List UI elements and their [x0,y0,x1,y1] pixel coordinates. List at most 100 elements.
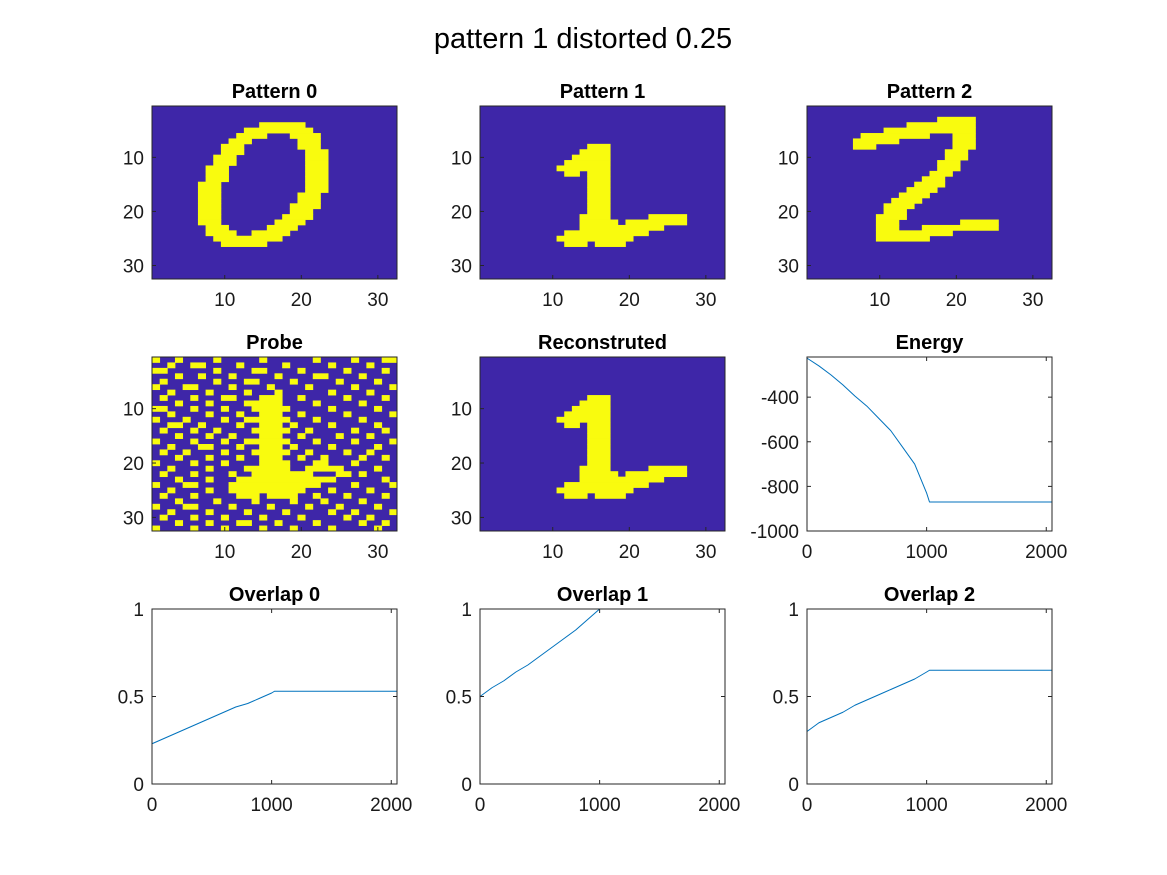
heatmap-cell-run [197,444,214,450]
heatmap-cell-run [205,411,214,418]
heatmap-cell-run [366,433,375,439]
series-line [806,669,1052,732]
heatmap-cell-run [174,400,184,407]
heatmap-cell-run [213,498,222,505]
y-tick-label: 30 [451,508,472,529]
subplot-title: Pattern 2 [887,81,973,103]
heatmap-cell-run [205,224,229,231]
x-tick-label: 10 [542,542,563,563]
heatmap-cell-run [159,471,168,478]
heatmap-cell-run [297,395,306,401]
axes-frame [806,356,1053,532]
heatmap-cell-run [929,170,953,177]
heatmap-cell-run [243,127,314,134]
heatmap-cell-run [228,433,237,439]
y-tick-label: 20 [778,202,799,223]
heatmap-cell-run [944,154,969,161]
heatmap-cell-run [289,422,298,429]
heatmap-cell-run [220,514,229,521]
heatmap-cell-run [564,482,649,488]
heatmap-cell-run [312,520,321,526]
heatmap-cell-run [366,389,375,396]
series-line [151,690,397,745]
heatmap-cell-run [220,143,245,150]
heatmap-cell-run [564,230,649,237]
heatmap-cell-run [243,416,291,423]
x-tick-label: 0 [475,795,486,816]
heatmap-cell-run [259,433,283,439]
heatmap-cell-run [297,514,306,521]
heatmap-cell-run [220,395,237,401]
heatmap-cell-run [197,214,222,220]
heatmap-cell-run [883,127,976,134]
y-tick-label: 10 [451,148,472,169]
heatmap-cell-run [351,384,360,391]
x-tick-label: 20 [619,290,640,311]
y-tick-label: 20 [123,454,144,475]
x-tick-label: 30 [695,542,716,563]
subplot-title: Overlap 2 [884,584,975,606]
heatmap-cell-run [891,197,923,204]
heatmap-cell-run [190,460,199,467]
heatmap-cell-run [167,422,184,429]
heatmap-cell-run [381,357,398,363]
heatmap-cell-run [251,405,291,412]
heatmap-cell-run [381,520,390,526]
heatmap-cell-run [152,357,161,363]
heatmap-cell-run [174,498,184,505]
heatmap-cell-run [174,373,184,380]
heatmap-cell-run [190,525,199,532]
y-tick-label: 0.5 [446,688,472,709]
heatmap-cell-run [259,525,268,532]
heatmap-cell-run [228,138,252,145]
heatmap-cell-run [236,411,245,418]
heatmap-cell-run [343,367,352,374]
heatmap-cell-run [197,422,206,429]
heatmap-cell-run [297,454,306,461]
heatmap-cell-run [220,460,229,467]
heatmap-cell-run [205,454,214,461]
heatmap-cell-run [251,367,268,374]
heatmap-cell-run [312,400,321,407]
heatmap-cell-run [297,367,306,374]
heatmap-cell-run [243,438,291,445]
heatmap-cell-run [305,503,314,510]
heatmap-cell-run [594,241,626,247]
y-tick-label: -800 [761,477,799,498]
heatmap-cell-run [389,509,398,516]
heatmap-cell-run [587,176,611,183]
heatmap-cell-run [374,422,383,429]
heatmap-cell-run [579,476,665,483]
heatmap-cell-run [320,454,329,461]
heatmap-cell-run [648,465,688,472]
x-tick-label: 30 [367,542,388,563]
heatmap-cell-run [358,373,367,380]
heatmap-cell-run [251,230,291,237]
heatmap-cell-run [587,208,611,215]
heatmap-cell-run [343,411,352,418]
x-tick-label: 2000 [370,795,412,816]
heatmap-cell-run [351,482,360,488]
heatmap-cell-run [366,362,375,369]
heatmap-cell-run [960,219,999,226]
heatmap-cell-run [243,509,252,516]
heatmap-cell-run [305,427,314,434]
x-tick-label: 20 [619,542,640,563]
heatmap-cell-run [875,230,953,237]
heatmap-cell-run [228,384,237,391]
y-tick-label: 20 [451,202,472,223]
y-tick-label: 1 [133,600,144,621]
heatmap-cell-run [883,203,915,210]
heatmap-cell-run [236,133,268,139]
heatmap-cell-run [579,400,611,407]
heatmap-cell-run [875,219,900,226]
axes-background [807,357,1052,531]
y-tick-label: 0 [133,775,144,796]
x-tick-label: 0 [802,542,813,563]
heatmap-cell-run [374,465,383,472]
heatmap-cell-run [305,449,314,456]
y-tick-label: 30 [451,256,472,277]
heatmap-cell-run [351,357,360,363]
heatmap-cell-run [587,427,611,434]
